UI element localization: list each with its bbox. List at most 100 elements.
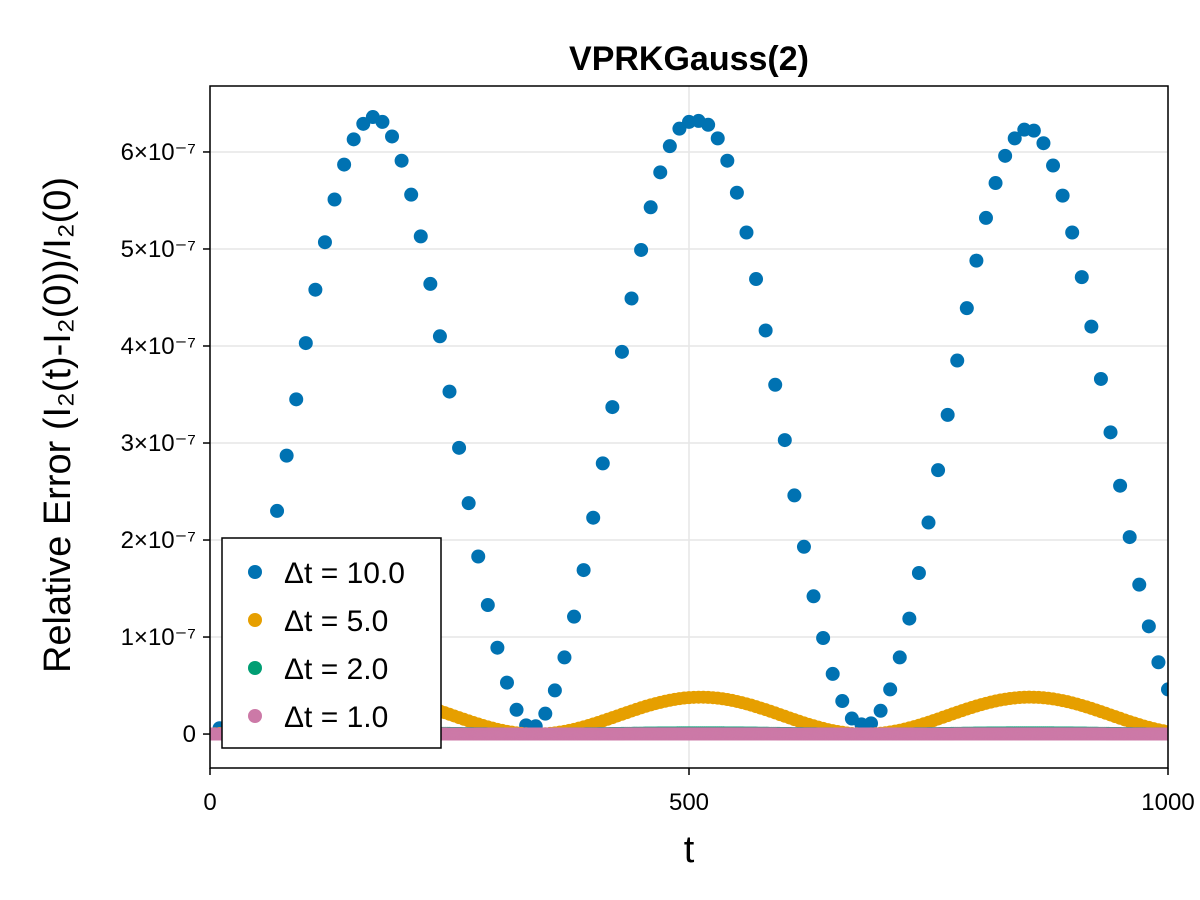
data-point xyxy=(1036,136,1051,151)
legend-marker xyxy=(248,709,262,723)
data-point xyxy=(1132,577,1147,592)
data-point xyxy=(1046,158,1061,173)
data-point xyxy=(835,694,850,709)
legend: Δt = 10.0 Δt = 5.0 Δt = 2.0 Δt = 1.0 xyxy=(221,537,442,749)
y-axis: 0 1×10⁻⁷ 2×10⁻⁷ 3×10⁻⁷ 4×10⁻⁷ 5×10⁻⁷ 6×10⁻⁷ xyxy=(121,139,210,748)
data-point xyxy=(413,229,428,244)
x-axis: 0 500 1000 xyxy=(203,768,1195,816)
data-point xyxy=(490,640,505,655)
data-point xyxy=(480,598,495,613)
data-point xyxy=(595,456,610,471)
data-point xyxy=(1074,270,1089,285)
data-point xyxy=(461,496,476,511)
data-point xyxy=(394,153,409,168)
data-point xyxy=(729,185,744,200)
y-tick-label: 6×10⁻⁷ xyxy=(121,139,196,166)
data-point xyxy=(902,611,917,626)
x-tick-label: 500 xyxy=(669,789,709,816)
data-point xyxy=(499,675,514,690)
data-point xyxy=(1103,425,1118,440)
data-point xyxy=(998,148,1013,163)
data-point xyxy=(643,200,658,215)
data-point xyxy=(921,515,936,530)
data-point xyxy=(576,563,591,578)
legend-label: Δt = 2.0 xyxy=(284,653,388,686)
data-point xyxy=(538,706,553,721)
data-point xyxy=(701,117,716,132)
data-point xyxy=(1093,371,1108,386)
legend-label: Δt = 5.0 xyxy=(284,605,388,638)
x-axis-label: t xyxy=(684,829,695,871)
data-point xyxy=(883,682,898,697)
data-point xyxy=(298,336,313,351)
data-point xyxy=(787,488,802,503)
data-point xyxy=(289,392,304,407)
data-point xyxy=(404,187,419,202)
data-point xyxy=(327,192,342,207)
data-point xyxy=(864,716,879,731)
data-point xyxy=(432,329,447,344)
data-point xyxy=(423,276,438,291)
legend-marker xyxy=(248,661,262,675)
data-point xyxy=(816,631,831,646)
data-point xyxy=(1026,123,1041,138)
legend-label: Δt = 10.0 xyxy=(284,557,405,590)
data-point xyxy=(978,210,993,225)
y-tick-label: 5×10⁻⁷ xyxy=(121,236,196,263)
data-point xyxy=(624,291,639,306)
data-point xyxy=(739,225,754,240)
legend-marker xyxy=(248,565,262,579)
data-point xyxy=(547,683,562,698)
data-point xyxy=(614,344,629,359)
data-point xyxy=(777,433,792,448)
data-point xyxy=(442,384,457,399)
data-point xyxy=(988,176,1003,191)
data-point xyxy=(931,463,946,478)
y-tick-label: 4×10⁻⁷ xyxy=(121,333,196,360)
data-point xyxy=(1007,131,1022,146)
data-point xyxy=(557,650,572,665)
data-point xyxy=(1151,655,1166,670)
data-point xyxy=(1084,319,1099,334)
data-point xyxy=(710,131,725,146)
data-point xyxy=(1141,619,1156,634)
data-point xyxy=(270,503,285,518)
data-point xyxy=(796,539,811,554)
chart-title: VPRKGauss(2) xyxy=(569,40,809,78)
data-point xyxy=(950,353,965,368)
y-tick-label: 1×10⁻⁷ xyxy=(121,624,196,651)
data-point xyxy=(567,609,582,624)
y-tick-label: 3×10⁻⁷ xyxy=(121,430,196,457)
data-point xyxy=(911,566,926,581)
data-point xyxy=(346,132,361,147)
data-point xyxy=(873,703,888,718)
legend-marker xyxy=(248,613,262,627)
data-point xyxy=(969,253,984,268)
data-point xyxy=(940,407,955,422)
data-point xyxy=(375,114,390,129)
data-point xyxy=(337,157,352,172)
data-point xyxy=(1055,188,1070,203)
data-point xyxy=(385,129,400,144)
data-point xyxy=(317,235,332,250)
data-point xyxy=(959,301,974,316)
data-point xyxy=(1122,530,1137,545)
data-point xyxy=(806,589,821,604)
data-point xyxy=(1065,225,1080,240)
data-point xyxy=(768,377,783,392)
data-point xyxy=(1161,682,1168,697)
y-axis-label: Relative Error (I₂(t)-I₂(0))/I₂(0) xyxy=(37,177,79,673)
x-tick-label: 0 xyxy=(203,789,216,816)
data-point xyxy=(279,448,294,463)
x-tick-label: 1000 xyxy=(1141,789,1194,816)
data-point xyxy=(1161,727,1168,741)
data-point xyxy=(634,242,649,257)
y-tick-label: 2×10⁻⁷ xyxy=(121,527,196,554)
data-point xyxy=(586,510,601,525)
data-point xyxy=(892,650,907,665)
data-point xyxy=(471,549,486,564)
y-tick-label: 0 xyxy=(183,721,196,748)
data-point xyxy=(662,139,677,154)
